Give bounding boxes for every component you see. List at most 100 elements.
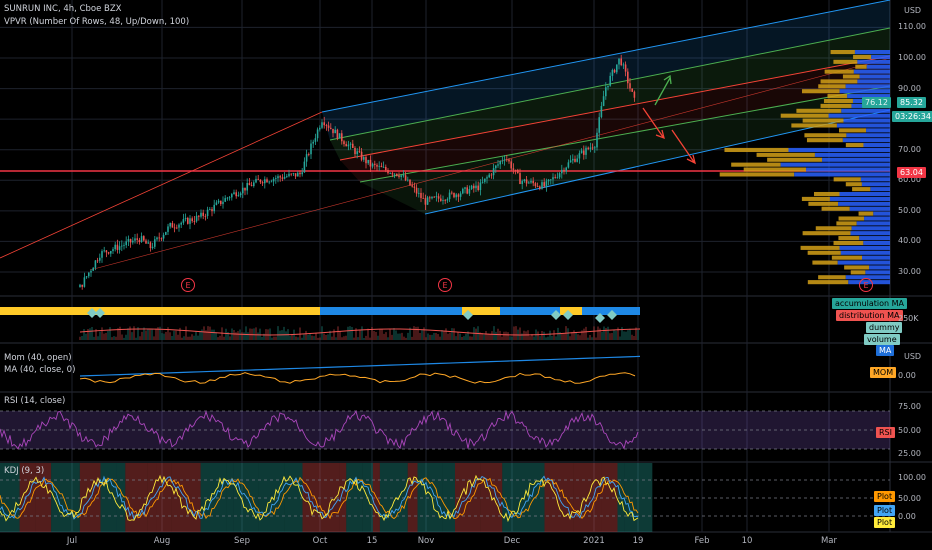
candle-body: [345, 144, 347, 147]
kdj-bg-band: [284, 463, 303, 532]
candle-body: [369, 159, 372, 167]
candle-body: [517, 169, 519, 174]
candle-body: [380, 165, 383, 168]
candle-body: [378, 165, 380, 167]
candle-body: [112, 249, 114, 252]
candle-body: [473, 185, 475, 189]
candle-body: [618, 58, 620, 65]
candle-body: [455, 194, 457, 198]
kdj-plot-tag-2: Plot: [874, 505, 896, 516]
candle-body: [409, 179, 411, 186]
candle-body: [242, 187, 244, 194]
candle-body: [193, 221, 196, 222]
vpvr-indicator-title: VPVR (Number Of Rows, 48, Up/Down, 100): [4, 17, 190, 27]
candle-body: [470, 185, 473, 190]
candle-body: [433, 196, 435, 198]
candle-body: [391, 173, 394, 175]
candle-body: [283, 176, 286, 179]
vpvr-row-down: [824, 69, 854, 74]
candle-body: [561, 169, 563, 174]
candle-body: [385, 166, 387, 171]
candle-body: [525, 179, 528, 184]
vpvr-row-down: [844, 265, 870, 270]
candle-body: [228, 197, 231, 199]
candle-body: [176, 227, 178, 229]
vpvr-row-down: [820, 103, 852, 108]
candle-body: [266, 179, 268, 183]
candle-body: [286, 176, 288, 178]
rsi-tick-75: 75.00: [898, 402, 921, 411]
volume-diamond-5: [595, 313, 605, 323]
vpvr-row-up: [843, 118, 890, 123]
candle-body: [92, 267, 94, 271]
candle-body: [519, 173, 521, 184]
candle-body: [607, 85, 609, 88]
candle-body: [253, 182, 255, 187]
candle-body: [138, 239, 141, 243]
vpvr-row-down: [831, 255, 863, 260]
price-tick-label: 50.00: [898, 205, 921, 215]
candle-body: [116, 244, 119, 250]
candle-body: [211, 209, 213, 212]
candle-body: [609, 75, 611, 86]
vpvr-row-up: [839, 191, 890, 197]
vpvr-row-up: [862, 255, 890, 260]
candle-body: [239, 193, 242, 196]
candle-body: [583, 150, 585, 155]
price-tick-label: 110.00: [898, 22, 926, 32]
candle-body: [512, 168, 515, 170]
candle-body: [620, 58, 622, 66]
vpvr-row-down: [845, 182, 862, 187]
candle-body: [486, 177, 488, 179]
candle-body: [424, 198, 427, 205]
vpvr-value-tag: 76.12: [862, 97, 891, 108]
volume-diamond-2: [463, 310, 473, 320]
vpvr-row-up: [780, 162, 890, 167]
candle-body: [85, 276, 88, 278]
kdj-bg-band: [624, 463, 653, 532]
time-tick-label: Sep: [233, 536, 251, 546]
kdj-bg-band: [527, 463, 545, 532]
vpvr-row-down: [756, 152, 815, 157]
vpvr-row-down: [801, 196, 830, 201]
candle-body: [321, 122, 323, 128]
price-tick-label: 30.00: [898, 267, 921, 276]
candle-body: [484, 178, 486, 182]
candle-body: [404, 175, 407, 181]
candle-body: [376, 164, 378, 167]
candle-body: [488, 174, 490, 178]
earnings-marker-1: [438, 278, 452, 292]
accumulation-ma-tag: accumulation MA: [832, 298, 907, 309]
candle-body: [398, 175, 400, 177]
volume-diamond-4: [563, 310, 573, 320]
candle-body: [446, 199, 449, 201]
candle-body: [129, 239, 132, 243]
candle-body: [167, 226, 169, 232]
price-tick-label: 100.00: [898, 53, 926, 62]
candle-body: [79, 284, 81, 288]
candle-body: [125, 241, 127, 246]
candle-body: [545, 181, 548, 187]
vpvr-row-up: [848, 280, 890, 285]
candle-body: [327, 125, 330, 128]
vpvr-row-up: [856, 221, 890, 226]
vpvr-row-down: [836, 221, 857, 226]
candle-body: [600, 106, 603, 118]
channel-line-0: [321, 0, 891, 113]
vpvr-row-down: [719, 172, 795, 177]
candle-body: [627, 71, 629, 84]
last-price-tag: 85.32: [897, 97, 926, 108]
dummy-tag: dummy: [866, 322, 903, 333]
kdj-tick-0: 0.00: [898, 512, 916, 521]
candle-body: [94, 260, 97, 268]
rsi-tag: RSI: [876, 427, 895, 438]
vpvr-row-down: [833, 59, 858, 64]
candle-body: [613, 69, 616, 73]
candle-body: [290, 173, 292, 175]
mom-title: Mom (40, open): [4, 353, 72, 363]
vpvr-row-up: [814, 152, 890, 157]
vpvr-row-down: [823, 98, 853, 104]
vpvr-row-up: [840, 250, 890, 255]
vpvr-row-up: [870, 187, 890, 192]
